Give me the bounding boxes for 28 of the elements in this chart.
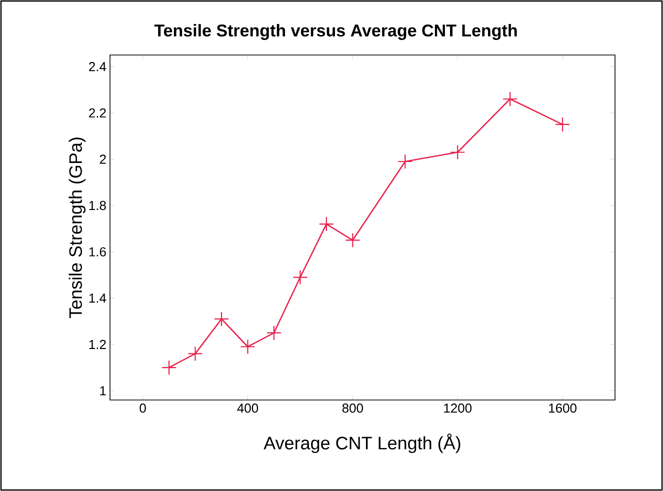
y-axis-title: Tensile Strength (GPa) [68,138,86,318]
x-tick-label: 800 [342,404,364,413]
point [398,154,413,170]
y-tick-label: 2 [100,154,106,164]
y-tick-label: 1.6 [89,247,106,256]
y-tick-label: 1 [100,386,106,396]
point [450,144,466,160]
chart-title: Tensile Strength versus Average CNT Length [154,24,517,40]
point [292,270,308,285]
point [240,339,256,354]
point [502,91,518,107]
point [345,232,360,248]
point [214,311,230,327]
point [318,216,334,232]
y-tick-label: 1.4 [89,294,106,303]
point [554,116,570,132]
point [188,346,203,362]
y-tick-label: 1.2 [89,340,106,349]
y-tick-label: 1.8 [89,200,106,210]
x-tick-label: 1600 [549,404,576,413]
x-tick-label: 400 [237,404,258,413]
x-tick-label: 1200 [444,404,472,413]
y-tick-label: 2.4 [89,62,106,72]
point [161,360,177,376]
point [266,325,282,340]
x-tick-label: 0 [140,404,146,413]
y-tick-label: 2.2 [89,108,106,118]
x-axis-title: Average CNT Length (Å) [264,434,460,454]
